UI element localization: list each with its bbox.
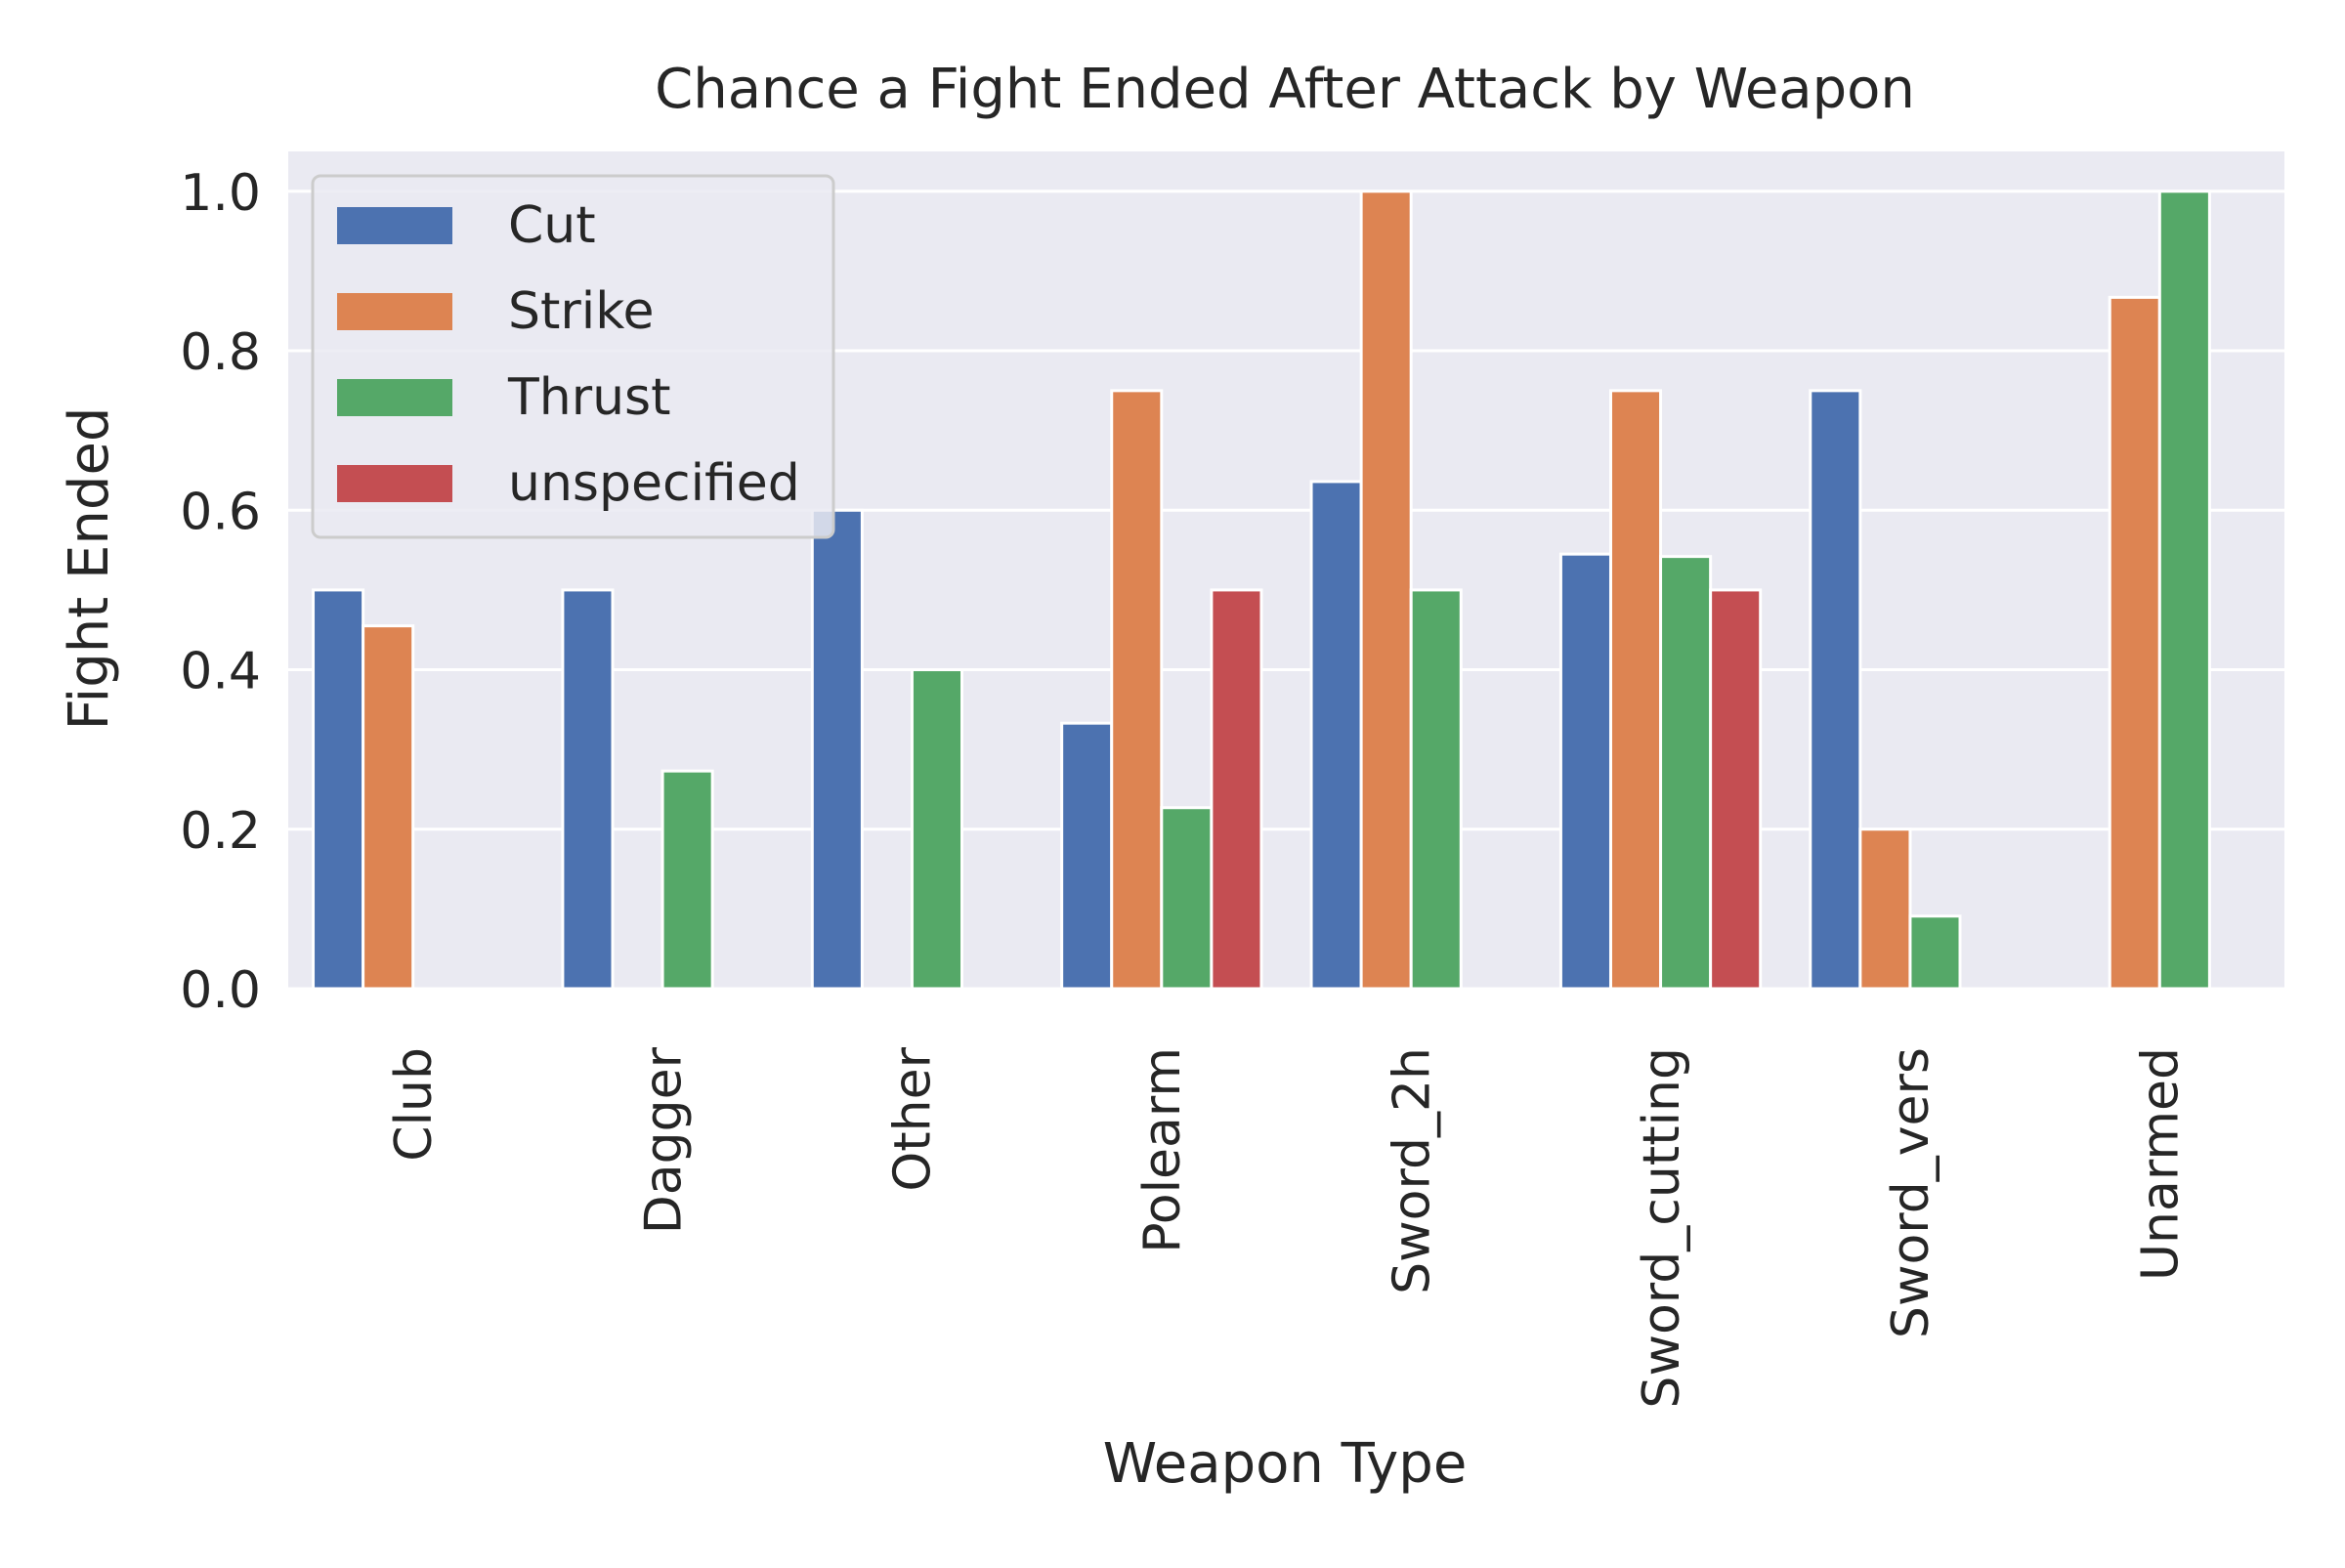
x-tick-label: Dagger xyxy=(634,1046,693,1234)
y-tick-label: 0.2 xyxy=(180,802,261,861)
y-axis-ticks: 0.0 0.2 0.4 0.6 0.8 1.0 xyxy=(180,164,261,1020)
y-axis-label: Fight Ended xyxy=(58,407,121,731)
bar-thrust-polearm xyxy=(1160,806,1214,991)
y-tick-label: 0.4 xyxy=(180,643,261,701)
y-tick-label: 0.0 xyxy=(180,961,261,1020)
bar-thrust-sword_vers xyxy=(1908,914,1962,991)
bar-strike-sword_2h xyxy=(1359,190,1413,991)
legend-swatch-unspecified xyxy=(337,465,452,502)
legend-label-cut: Cut xyxy=(508,196,596,255)
bar-thrust-dagger xyxy=(661,769,714,991)
bar-cut-polearm xyxy=(1060,721,1114,991)
bars xyxy=(312,190,2211,991)
bar-cut-sword_2h xyxy=(1309,480,1363,991)
bar-cut-dagger xyxy=(561,588,615,991)
bar-cut-sword_vers xyxy=(1809,389,1862,991)
y-tick-label: 0.8 xyxy=(180,323,261,382)
bar-strike-club xyxy=(362,624,415,991)
bar-strike-sword_vers xyxy=(1858,827,1912,991)
legend-label-strike: Strike xyxy=(508,282,654,341)
bar-thrust-sword_2h xyxy=(1409,588,1463,991)
bar-cut-other xyxy=(810,508,864,991)
bar-thrust-other xyxy=(910,668,964,991)
chart-title: Chance a Fight Ended After Attack by Wea… xyxy=(655,58,1915,121)
legend-label-thrust: Thrust xyxy=(507,368,671,427)
x-tick-label: Sword_vers xyxy=(1882,1047,1940,1338)
y-tick-label: 0.6 xyxy=(180,483,261,541)
legend-swatch-thrust xyxy=(337,379,452,416)
bar-cut-club xyxy=(312,588,365,991)
bar-thrust-sword_cutting xyxy=(1659,555,1713,991)
bar-strike-unarmed xyxy=(2108,295,2161,991)
bar-strike-polearm xyxy=(1110,389,1164,991)
y-tick-label: 1.0 xyxy=(180,164,261,223)
bar-strike-sword_cutting xyxy=(1608,389,1663,991)
bar-unspecified-sword_cutting xyxy=(1709,588,1763,991)
legend-label-unspecified: unspecified xyxy=(508,454,800,513)
bar-thrust-unarmed xyxy=(2157,190,2211,991)
bar-cut-sword_cutting xyxy=(1558,552,1612,991)
x-axis-label: Weapon Type xyxy=(1103,1432,1468,1496)
legend-swatch-strike xyxy=(337,293,452,330)
x-tick-label: Club xyxy=(385,1047,444,1162)
legend: Cut Strike Thrust unspecified xyxy=(311,174,835,539)
bar-unspecified-polearm xyxy=(1210,588,1263,991)
legend-box xyxy=(311,174,835,539)
x-tick-label: Sword_cutting xyxy=(1633,1047,1691,1409)
x-tick-label: Sword_2h xyxy=(1383,1047,1441,1294)
legend-swatch-cut xyxy=(337,207,452,244)
x-axis-ticks: Club Dagger Other Polearm Sword_2h Sword_cutt… xyxy=(385,1046,2191,1408)
x-tick-label: Other xyxy=(884,1046,943,1191)
x-tick-label: Polearm xyxy=(1133,1047,1192,1253)
x-tick-label: Unarmed xyxy=(2132,1047,2191,1281)
